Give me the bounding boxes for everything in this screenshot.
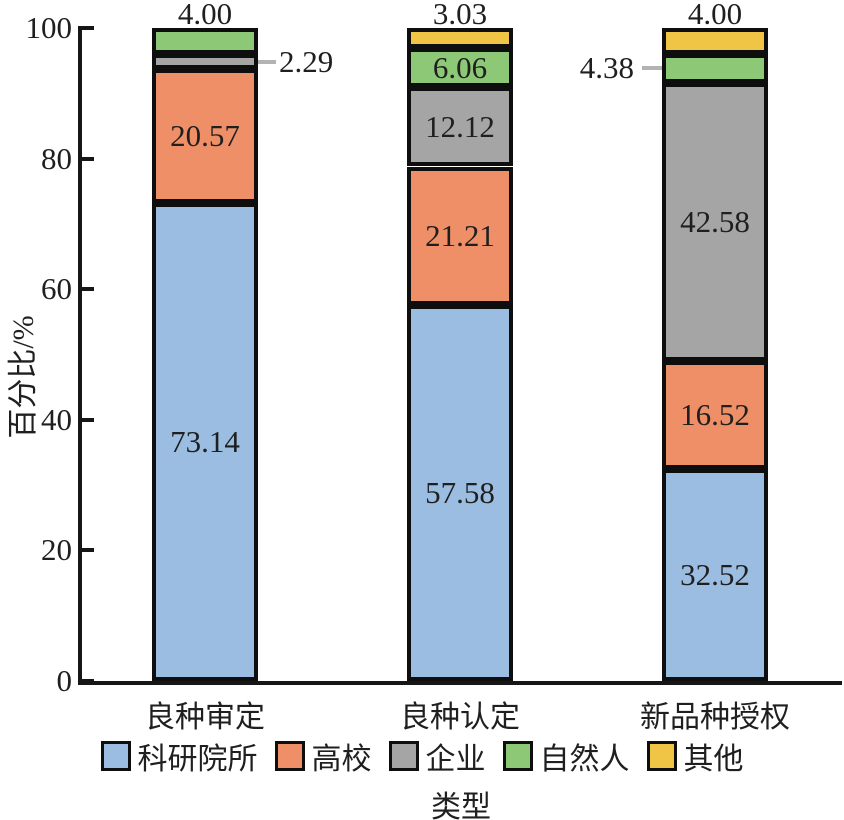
y-axis-title: 百分比/% [7,315,40,439]
segment-label: 57.58 [425,474,495,510]
callout-leader-line [258,59,276,64]
legend-item: 科研院所 [100,734,258,778]
bar-segment: 57.58 [407,305,513,681]
y-axis-tick [82,287,94,292]
y-axis-tick [82,156,94,161]
x-axis-line [78,681,842,685]
callout-label: 4.38 [579,50,634,86]
segment-label: 20.57 [170,118,240,154]
legend-swatch-icon [274,741,305,771]
segment-label: 32.52 [680,556,750,592]
x-category-label: 新品种授权 [640,701,790,734]
x-category-label: 良种审定 [145,701,265,734]
bar-segment [152,28,258,55]
legend-swatch-icon [502,741,533,771]
bar-segment: 21.21 [407,166,513,305]
bar-top-label: 4.00 [177,0,233,31]
bar-top-label: 4.00 [687,0,743,31]
bar-segment [152,54,258,70]
bar-segment: 32.52 [662,468,768,681]
legend-label: 高校 [311,743,372,776]
x-axis-title: 类型 [431,791,491,820]
bar-segment [662,28,768,55]
segment-label: 21.21 [425,217,495,253]
legend-item: 高校 [274,734,372,778]
legend-label: 其他 [683,743,744,776]
bar-segment: 73.14 [152,203,258,681]
bar-top-label: 3.03 [432,0,488,31]
y-tick-label: 0 [56,663,73,698]
y-axis-tick [82,548,94,553]
legend-swatch-icon [646,741,677,771]
legend-item: 其他 [646,734,744,778]
bar-segment [407,28,513,48]
legend-item: 自然人 [502,734,630,778]
segment-label: 6.06 [432,49,488,85]
legend-item: 企业 [388,734,486,778]
x-category-label: 良种认定 [400,701,520,734]
y-axis-tick [82,417,94,422]
callout-leader-line [642,66,662,71]
y-tick-label: 100 [25,10,73,45]
bar-segment: 20.57 [152,69,258,204]
y-axis-tick [82,26,94,30]
segment-label: 12.12 [425,108,495,144]
legend-label: 企业 [425,743,486,776]
bar-segment: 12.12 [407,87,513,167]
y-tick-label: 80 [41,140,72,176]
y-axis-line [78,26,82,685]
y-tick-label: 60 [41,271,72,307]
legend-label: 自然人 [539,743,630,776]
legend-label: 科研院所 [137,743,258,776]
bar-segment [662,54,768,83]
callout-label: 2.29 [279,43,334,79]
legend-swatch-icon [388,741,419,771]
bar-segment: 16.52 [662,360,768,469]
y-tick-label: 20 [41,532,72,568]
y-tick-label: 40 [41,401,72,437]
segment-label: 42.58 [680,203,750,239]
segment-label: 16.52 [680,396,750,432]
legend: 科研院所 高校 企业 自然人 其他 [0,734,844,778]
segment-label: 73.14 [170,424,240,460]
legend-swatch-icon [100,741,131,771]
bar-segment: 6.06 [407,47,513,88]
bar-segment: 42.58 [662,82,768,361]
